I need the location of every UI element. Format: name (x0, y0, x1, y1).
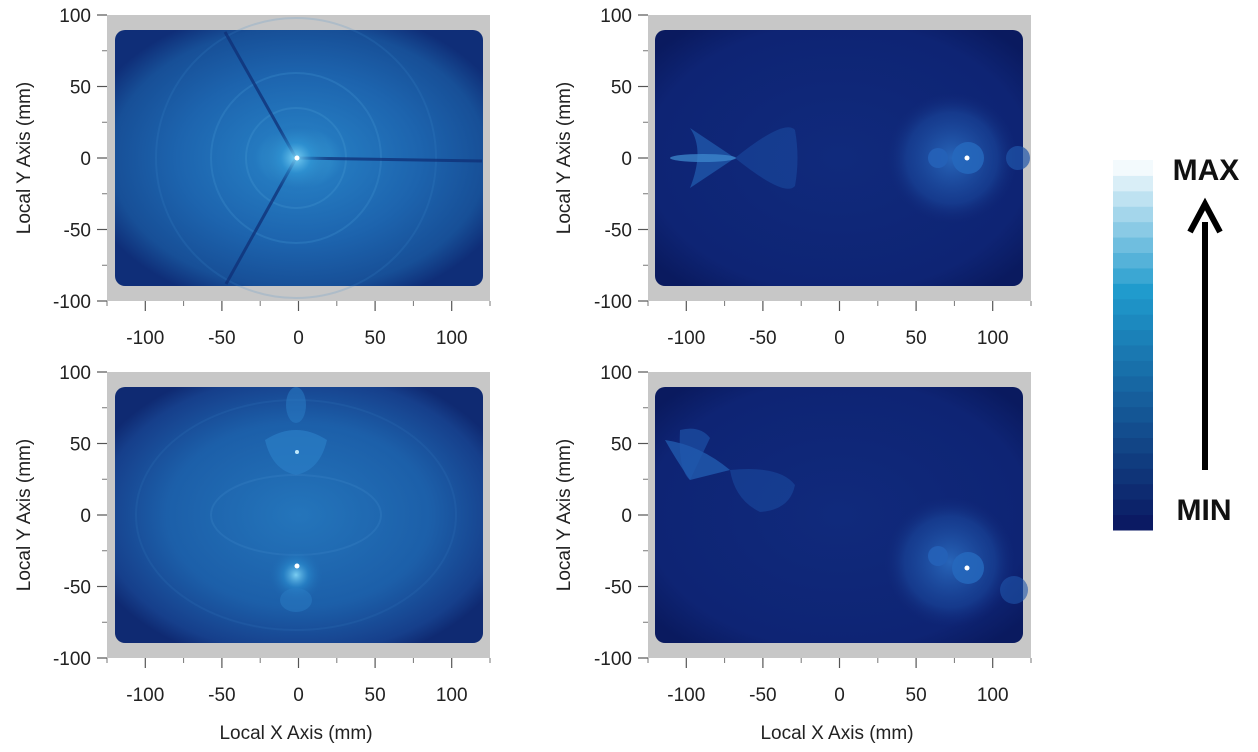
y-tick-label: 0 (621, 149, 632, 170)
y-tick-label: -50 (64, 221, 91, 242)
colorbar-step (1113, 283, 1153, 300)
colorbar-step (1113, 468, 1153, 485)
colorbar-step (1113, 252, 1153, 269)
colorbar-step (1113, 206, 1153, 223)
colorbar-step (1113, 298, 1153, 315)
x-tick-label: -50 (208, 328, 235, 349)
axis-ticks: -100 -50 0 50 100 100 50 0 -50 -100 (53, 363, 491, 706)
colorbar-step (1113, 175, 1153, 192)
y-tick-label: 0 (80, 506, 91, 527)
colorbar-max-label: MAX (1173, 154, 1240, 187)
x-tick-label: 0 (834, 685, 845, 706)
y-tick-label: 100 (600, 363, 632, 384)
hotspot (294, 563, 300, 569)
up-arrow-icon (1187, 197, 1223, 470)
y-tick-label: 100 (59, 6, 91, 27)
y-tick-label: -50 (605, 578, 632, 599)
y-tick-label: 50 (611, 78, 632, 99)
y-tick-label: -100 (53, 292, 91, 313)
axis-ticks: -100 -50 0 50 100 100 50 0 -50 -100 (594, 363, 1032, 706)
y-axis-label: Local Y Axis (mm) (14, 439, 35, 591)
heatmap-top-left (115, 17, 483, 299)
y-tick-label: 100 (600, 6, 632, 27)
x-tick-label: 0 (293, 328, 304, 349)
heatmap-bottom-left (115, 387, 483, 643)
y-tick-label: -100 (53, 649, 91, 670)
axis-ticks: -100 -50 0 50 100 100 50 0 -50 -100 (53, 6, 491, 349)
colorbar-step (1113, 499, 1153, 516)
x-axis-label: Local X Axis (mm) (219, 723, 372, 744)
colorbar-step (1113, 452, 1153, 469)
heatmap-top-right (655, 30, 1030, 286)
panel-top-left: -100 -50 0 50 100 100 50 0 -50 -100 (53, 6, 491, 349)
panel-bottom-left: -100 -50 0 50 100 100 50 0 -50 -100 (53, 363, 491, 706)
colorbar-min-label: MIN (1177, 494, 1232, 527)
colorbar-step (1113, 329, 1153, 346)
y-axis-label: Local Y Axis (mm) (14, 82, 35, 234)
x-tick-label: 100 (436, 328, 468, 349)
y-tick-label: 100 (59, 363, 91, 384)
colorbar-step (1113, 160, 1153, 176)
colorbar-step (1113, 375, 1153, 392)
y-tick-label: -50 (64, 578, 91, 599)
axis-ticks: -100 -50 0 50 100 100 50 0 -50 -100 (594, 6, 1032, 349)
colorbar-step (1113, 314, 1153, 331)
x-tick-label: -50 (749, 685, 776, 706)
y-tick-label: -100 (594, 649, 632, 670)
y-axis-label: Local Y Axis (mm) (554, 82, 575, 234)
y-tick-label: -100 (594, 292, 632, 313)
x-tick-label: 50 (906, 328, 927, 349)
colorbar: MAX MIN (1113, 154, 1239, 531)
x-tick-label: 0 (293, 685, 304, 706)
y-tick-label: 50 (70, 435, 91, 456)
colorbar-step (1113, 391, 1153, 408)
heatmap-bottom-right (655, 387, 1028, 643)
hotspot (964, 565, 970, 571)
x-tick-label: -100 (667, 685, 705, 706)
x-tick-label: 100 (436, 685, 468, 706)
x-tick-label: 0 (834, 328, 845, 349)
x-tick-label: 50 (365, 328, 386, 349)
y-tick-label: 0 (621, 506, 632, 527)
hotspot (295, 450, 299, 454)
colorbar-step (1113, 422, 1153, 438)
x-tick-label: -50 (208, 685, 235, 706)
panel-top-right: -100 -50 0 50 100 100 50 0 -50 -100 (594, 6, 1032, 349)
colorbar-step (1113, 190, 1153, 207)
colorbar-step (1113, 360, 1153, 377)
panel-bottom-right: -100 -50 0 50 100 100 50 0 -50 -100 (594, 363, 1032, 706)
y-tick-label: -50 (605, 221, 632, 242)
hotspot (964, 155, 970, 161)
x-tick-label: -100 (126, 328, 164, 349)
x-tick-label: -100 (126, 685, 164, 706)
colorbar-step (1113, 237, 1153, 253)
x-tick-label: 50 (906, 685, 927, 706)
x-tick-label: 50 (365, 685, 386, 706)
y-tick-label: 50 (611, 435, 632, 456)
colorbar-step (1113, 345, 1153, 361)
x-tick-label: 100 (977, 328, 1009, 349)
x-tick-label: -100 (667, 328, 705, 349)
y-tick-label: 0 (80, 149, 91, 170)
colorbar-step (1113, 406, 1153, 423)
x-axis-label: Local X Axis (mm) (760, 723, 913, 744)
y-tick-label: 50 (70, 78, 91, 99)
x-tick-label: 100 (977, 685, 1009, 706)
y-axis-label: Local Y Axis (mm) (554, 439, 575, 591)
colorbar-step (1113, 221, 1153, 238)
colorbar-scale (1113, 160, 1153, 531)
colorbar-step (1113, 483, 1153, 500)
x-tick-label: -50 (749, 328, 776, 349)
colorbar-step (1113, 514, 1153, 531)
colorbar-step (1113, 437, 1153, 454)
colorbar-step (1113, 267, 1153, 284)
